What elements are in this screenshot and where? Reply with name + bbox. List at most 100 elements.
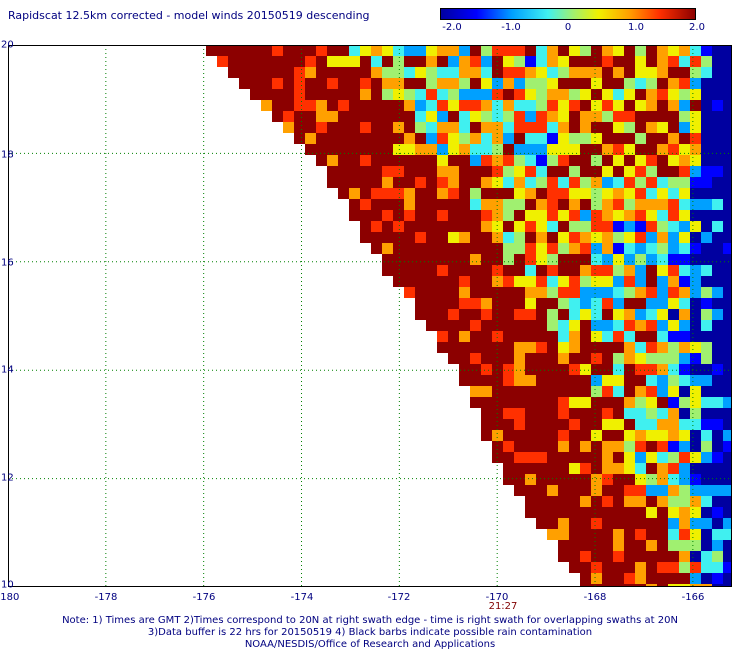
wind-cell	[690, 364, 701, 375]
wind-cell	[558, 287, 569, 298]
wind-cell	[635, 353, 646, 364]
wind-cell	[536, 485, 547, 496]
wind-cell	[327, 122, 338, 133]
wind-cell	[679, 408, 690, 419]
wind-cell	[635, 331, 646, 342]
wind-cell	[459, 56, 470, 67]
wind-cell	[448, 111, 459, 122]
wind-cell	[503, 342, 514, 353]
wind-cell	[415, 56, 426, 67]
wind-cell	[668, 573, 679, 584]
wind-cell	[547, 221, 558, 232]
wind-cell	[591, 155, 602, 166]
wind-cell	[624, 430, 635, 441]
wind-cell	[580, 133, 591, 144]
wind-cell	[712, 452, 723, 463]
wind-cell	[305, 89, 316, 100]
wind-cell	[459, 133, 470, 144]
wind-cell	[393, 166, 404, 177]
wind-cell	[558, 144, 569, 155]
wind-cell	[448, 144, 459, 155]
wind-cell	[613, 100, 624, 111]
wind-cell	[503, 386, 514, 397]
wind-cell	[547, 518, 558, 529]
wind-cell	[547, 45, 558, 56]
wind-cell	[646, 243, 657, 254]
colorbar-label-pos2: 2.0	[689, 22, 705, 33]
wind-cell	[217, 45, 228, 56]
wind-cell	[635, 375, 646, 386]
wind-cell	[591, 353, 602, 364]
wind-cell	[723, 408, 732, 419]
wind-cell	[723, 364, 732, 375]
wind-cell	[679, 474, 690, 485]
wind-cell	[382, 254, 393, 265]
wind-cell	[382, 144, 393, 155]
wind-cell	[580, 177, 591, 188]
wind-cell	[701, 474, 712, 485]
wind-cell	[415, 221, 426, 232]
wind-cell	[580, 496, 591, 507]
wind-cell	[558, 496, 569, 507]
wind-cell	[624, 353, 635, 364]
wind-cell	[635, 111, 646, 122]
wind-cell	[580, 375, 591, 386]
wind-cell	[404, 133, 415, 144]
wind-cell	[261, 89, 272, 100]
wind-cell	[360, 221, 371, 232]
wind-cell	[723, 122, 732, 133]
wind-cell	[415, 100, 426, 111]
wind-cell	[591, 474, 602, 485]
x-tick-174: -174	[290, 592, 314, 603]
wind-cell	[591, 386, 602, 397]
wind-cell	[690, 529, 701, 540]
wind-cell	[525, 67, 536, 78]
wind-cell	[492, 210, 503, 221]
wind-cell	[371, 67, 382, 78]
wind-cell	[580, 342, 591, 353]
wind-cell	[503, 353, 514, 364]
wind-cell	[426, 298, 437, 309]
wind-cell	[283, 111, 294, 122]
wind-cell	[580, 529, 591, 540]
wind-cell	[668, 56, 679, 67]
wind-cell	[657, 56, 668, 67]
wind-cell	[448, 221, 459, 232]
wind-cell	[514, 144, 525, 155]
wind-cell	[701, 485, 712, 496]
wind-cell	[712, 529, 723, 540]
wind-cell	[481, 111, 492, 122]
wind-cell	[437, 89, 448, 100]
wind-cell	[591, 430, 602, 441]
wind-cell	[481, 56, 492, 67]
wind-cell	[338, 188, 349, 199]
wind-cell	[459, 155, 470, 166]
wind-cell	[360, 199, 371, 210]
wind-cell	[437, 199, 448, 210]
wind-cell	[624, 56, 635, 67]
wind-cell	[448, 353, 459, 364]
wind-cell	[415, 298, 426, 309]
wind-cell	[558, 397, 569, 408]
wind-cell	[635, 441, 646, 452]
wind-cell	[360, 155, 371, 166]
wind-cell	[591, 177, 602, 188]
wind-cell	[602, 331, 613, 342]
wind-cell	[558, 474, 569, 485]
wind-cell	[470, 243, 481, 254]
wind-cell	[657, 243, 668, 254]
wind-cell	[514, 188, 525, 199]
wind-cell	[558, 111, 569, 122]
wind-cell	[514, 67, 525, 78]
wind-cell	[448, 56, 459, 67]
wind-cell	[723, 309, 732, 320]
wind-cell	[613, 177, 624, 188]
wind-cell	[470, 78, 481, 89]
wind-cell	[382, 188, 393, 199]
wind-cell	[239, 56, 250, 67]
wind-cell	[602, 188, 613, 199]
wind-cell	[668, 452, 679, 463]
wind-cell	[635, 463, 646, 474]
wind-cell	[602, 265, 613, 276]
wind-cell	[690, 375, 701, 386]
